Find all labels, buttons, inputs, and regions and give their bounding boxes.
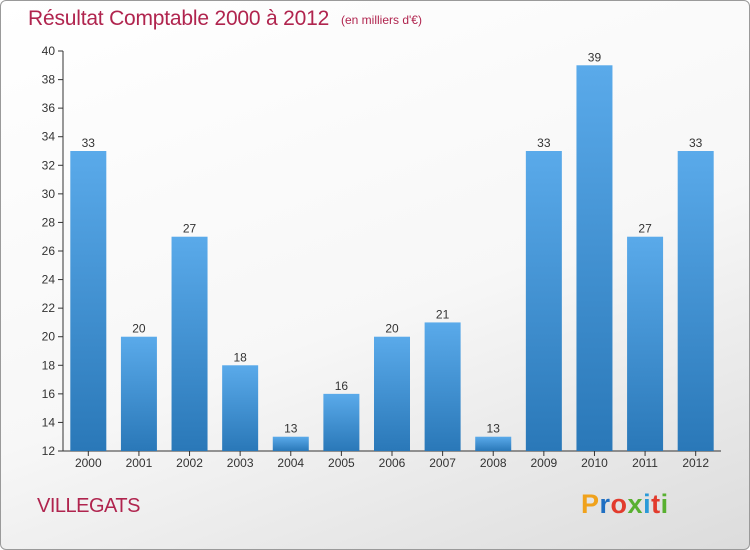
bar-2008 <box>475 436 512 451</box>
chart-bars <box>70 65 714 452</box>
x-tick-label: 2007 <box>429 456 456 470</box>
value-label-2000: 33 <box>82 136 96 150</box>
y-tick-label: 14 <box>42 415 56 429</box>
value-label-2010: 39 <box>588 50 602 64</box>
value-label-2001: 20 <box>132 322 146 336</box>
bar-2002 <box>171 236 208 451</box>
bar-2010 <box>576 65 613 452</box>
logo-letter: i <box>660 489 669 519</box>
bar-2007 <box>424 322 461 451</box>
y-tick-label: 24 <box>42 273 56 287</box>
value-label-2011: 27 <box>638 222 652 236</box>
logo-letter: t <box>651 489 661 519</box>
y-tick-label: 34 <box>42 130 56 144</box>
y-tick-label: 12 <box>42 444 56 458</box>
bar-2011 <box>627 236 664 451</box>
y-tick-label: 30 <box>42 187 56 201</box>
bar-2005 <box>323 393 360 451</box>
value-label-2008: 13 <box>487 422 501 436</box>
proxiti-logo: Proxiti <box>581 489 669 520</box>
logo-letter: x <box>627 489 644 519</box>
bar-2003 <box>222 365 259 451</box>
chart-subtitle: (en milliers d'€) <box>341 13 422 27</box>
logo-letter: o <box>610 489 628 519</box>
commune-name: VILLEGATS <box>37 495 140 517</box>
y-tick-label: 20 <box>42 330 56 344</box>
bar-2012 <box>677 151 714 451</box>
y-tick-label: 40 <box>42 44 56 58</box>
bar-2006 <box>374 336 410 451</box>
chart-labels: 2000 33 2001 20 2002 27 2003 18 2004 13 2005 16 2006… <box>75 50 709 470</box>
y-tick-label: 26 <box>42 244 56 258</box>
x-tick-label: 2004 <box>277 456 304 470</box>
x-tick-label: 2001 <box>126 456 153 470</box>
value-label-2003: 18 <box>233 350 247 364</box>
x-tick-label: 2003 <box>227 456 254 470</box>
bar-2004 <box>272 436 309 451</box>
x-tick-label: 2000 <box>75 456 102 470</box>
value-label-2009: 33 <box>537 136 551 150</box>
x-tick-label: 2008 <box>480 456 507 470</box>
y-tick-label: 22 <box>42 301 56 315</box>
value-label-2004: 13 <box>284 422 298 436</box>
value-label-2007: 21 <box>436 307 450 321</box>
y-tick-label: 16 <box>42 387 56 401</box>
x-tick-label: 2005 <box>328 456 355 470</box>
bar-2000 <box>70 151 107 451</box>
y-tick-label: 36 <box>42 101 56 115</box>
value-label-2002: 27 <box>183 222 197 236</box>
bar-2009 <box>525 151 562 451</box>
y-tick-label: 38 <box>42 73 56 87</box>
x-tick-label: 2010 <box>581 456 608 470</box>
x-tick-label: 2009 <box>530 456 557 470</box>
logo-letter: i <box>643 489 652 519</box>
x-tick-label: 2006 <box>379 456 406 470</box>
logo-letter: r <box>599 489 611 519</box>
x-tick-label: 2002 <box>176 456 203 470</box>
y-tick-label: 18 <box>42 358 56 372</box>
x-tick-label: 2011 <box>632 456 658 470</box>
y-tick-label: 32 <box>42 158 56 172</box>
x-tick-label: 2012 <box>682 456 709 470</box>
value-label-2005: 16 <box>335 379 349 393</box>
bar-2001 <box>120 336 157 451</box>
y-tick-label: 28 <box>42 215 56 229</box>
value-label-2006: 20 <box>385 322 399 336</box>
logo-letter: P <box>581 489 600 519</box>
chart-title: Résultat Comptable 2000 à 2012 <box>28 7 330 30</box>
value-label-2012: 33 <box>689 136 703 150</box>
